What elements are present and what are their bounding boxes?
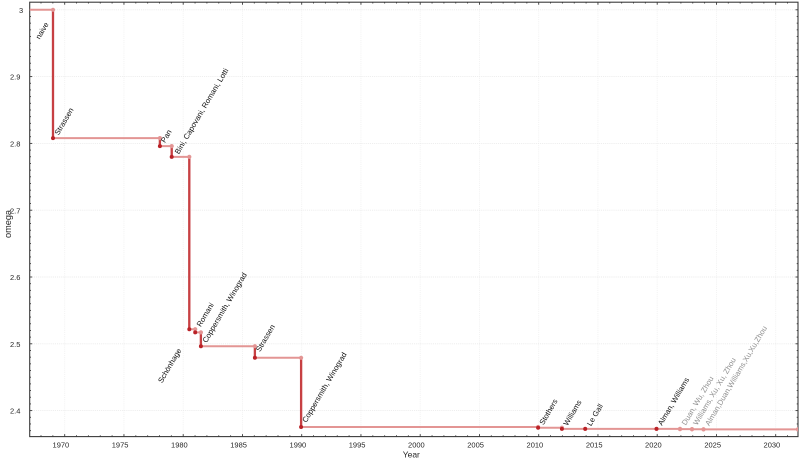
- svg-text:Year: Year: [403, 450, 420, 460]
- svg-text:1995: 1995: [349, 441, 366, 450]
- svg-text:omega: omega: [3, 209, 13, 238]
- svg-text:1990: 1990: [290, 441, 307, 450]
- svg-text:2.6: 2.6: [10, 273, 20, 282]
- svg-text:2.4: 2.4: [10, 407, 20, 416]
- svg-text:2000: 2000: [408, 441, 425, 450]
- svg-text:2.5: 2.5: [10, 340, 20, 349]
- svg-text:2.9: 2.9: [10, 73, 20, 82]
- svg-text:2010: 2010: [527, 441, 544, 450]
- svg-text:2020: 2020: [645, 441, 662, 450]
- svg-text:2.8: 2.8: [10, 140, 20, 149]
- svg-text:1985: 1985: [230, 441, 247, 450]
- svg-text:3: 3: [19, 6, 23, 15]
- svg-text:2015: 2015: [586, 441, 603, 450]
- svg-text:1970: 1970: [53, 441, 70, 450]
- svg-text:1975: 1975: [112, 441, 129, 450]
- svg-text:2025: 2025: [704, 441, 721, 450]
- svg-text:1980: 1980: [171, 441, 188, 450]
- svg-text:2030: 2030: [764, 441, 781, 450]
- svg-text:2005: 2005: [467, 441, 484, 450]
- svg-text:2.7: 2.7: [10, 206, 20, 215]
